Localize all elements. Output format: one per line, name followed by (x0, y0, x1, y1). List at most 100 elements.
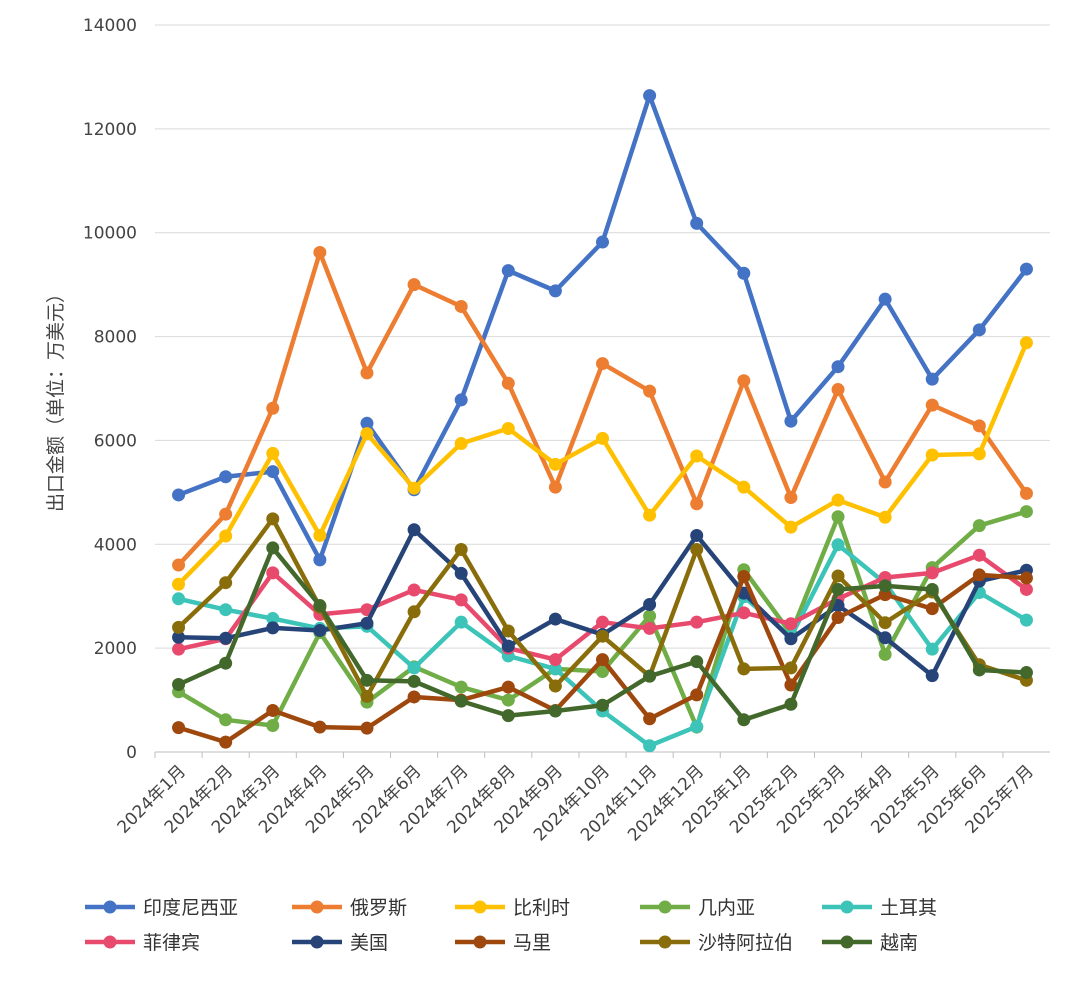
point (643, 712, 657, 726)
point (831, 569, 845, 583)
point (172, 630, 186, 644)
point (266, 465, 280, 479)
point (454, 566, 468, 580)
point (501, 421, 515, 435)
y-tick-label: 14000 (83, 16, 137, 36)
point (1019, 666, 1033, 680)
y-tick-label: 12000 (83, 120, 137, 140)
point (878, 579, 892, 593)
point (219, 631, 233, 645)
point (831, 582, 845, 596)
point (360, 721, 374, 735)
point (925, 398, 939, 412)
point (360, 689, 374, 703)
point (643, 621, 657, 635)
series-line (178, 552, 1028, 662)
point (784, 678, 798, 692)
series-line (176, 341, 1029, 586)
point (266, 612, 280, 626)
point (643, 739, 657, 753)
point (360, 416, 374, 430)
legend-label: 俄罗斯 (350, 897, 407, 919)
point (407, 523, 421, 537)
point (172, 592, 186, 606)
legend-label: 越南 (880, 932, 918, 954)
legend-marker (473, 900, 487, 914)
point (219, 713, 233, 727)
point (548, 612, 562, 626)
point (266, 719, 280, 733)
point (407, 278, 421, 292)
point (501, 264, 515, 278)
series-line (177, 93, 1029, 563)
point (219, 470, 233, 484)
legend-marker (103, 935, 117, 949)
legend-label: 土耳其 (880, 897, 937, 919)
point (1019, 262, 1033, 276)
point (925, 582, 939, 596)
point (501, 624, 515, 638)
legend-marker (840, 935, 854, 949)
legend-label: 沙特阿拉伯 (698, 932, 793, 954)
point (501, 693, 515, 707)
point (925, 669, 939, 683)
point (454, 593, 468, 607)
point (690, 216, 704, 230)
point (266, 512, 280, 526)
point (219, 529, 233, 543)
point (219, 656, 233, 670)
point (596, 665, 609, 679)
legend-label: 比利时 (513, 897, 570, 919)
point (266, 446, 280, 460)
point (737, 713, 751, 727)
point (878, 475, 892, 489)
point (219, 735, 233, 749)
point (219, 507, 233, 521)
legend-marker (840, 900, 854, 914)
point (1019, 571, 1033, 585)
legend-label: 印度尼西亚 (143, 897, 238, 919)
point (219, 603, 233, 617)
point (784, 697, 798, 711)
point (690, 528, 704, 542)
point (831, 493, 845, 507)
point (313, 720, 327, 734)
legend-label: 马里 (513, 932, 551, 954)
point (690, 688, 704, 702)
legend-label: 美国 (350, 932, 388, 954)
point (596, 653, 609, 667)
point (172, 488, 186, 502)
point (784, 414, 798, 428)
point (596, 698, 609, 712)
point (1019, 505, 1033, 519)
point (454, 694, 468, 708)
point (831, 510, 845, 524)
point (972, 519, 986, 533)
point (737, 374, 751, 388)
point (360, 616, 374, 630)
legend-marker (103, 900, 117, 914)
point (925, 448, 939, 462)
point (548, 480, 562, 494)
point (407, 690, 421, 704)
point (313, 528, 327, 542)
y-tick-label: 6000 (94, 431, 137, 451)
point (643, 669, 657, 683)
point (266, 621, 280, 635)
point (596, 357, 609, 371)
y-tick-label: 4000 (94, 535, 137, 555)
point (690, 449, 704, 463)
point (972, 323, 986, 337)
point (360, 366, 374, 380)
point (407, 583, 421, 597)
legend-marker (658, 935, 672, 949)
point (690, 655, 704, 669)
point (501, 376, 515, 390)
point (407, 481, 421, 495)
point (690, 720, 704, 734)
point (972, 548, 986, 562)
point (596, 629, 609, 643)
point (407, 674, 421, 688)
point (784, 491, 798, 505)
point (172, 642, 186, 656)
